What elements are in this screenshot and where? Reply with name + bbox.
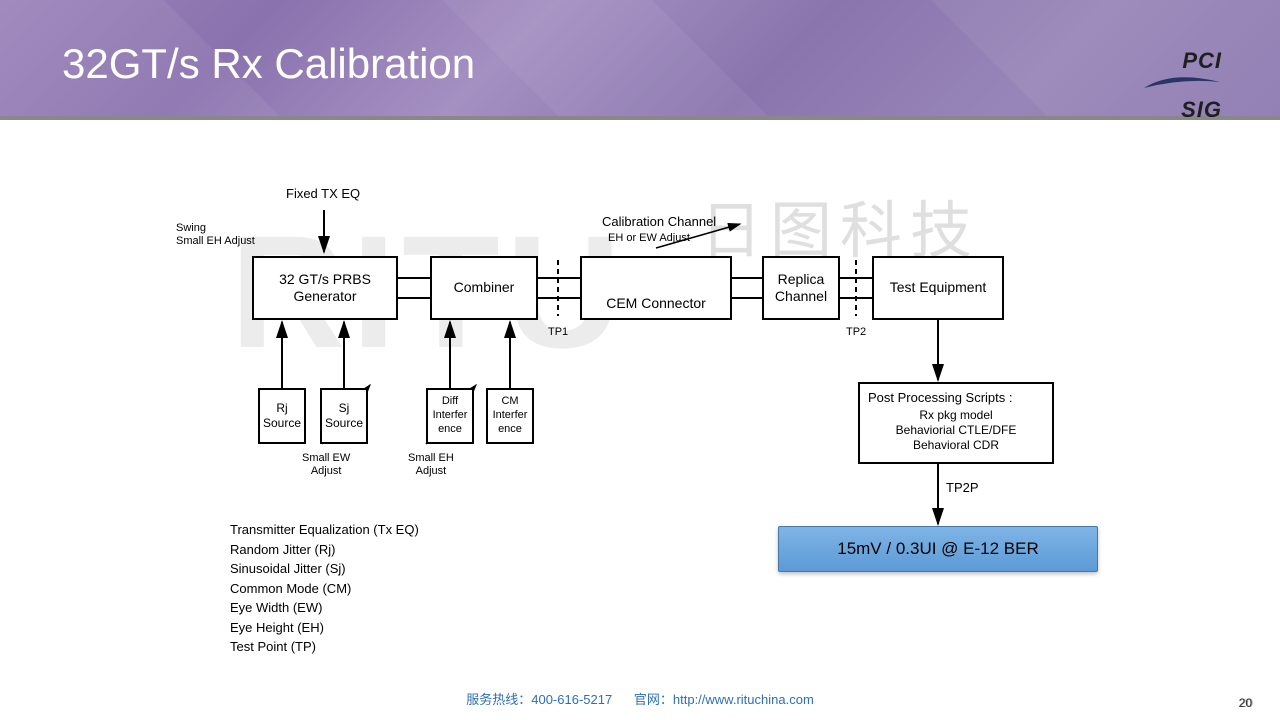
- slide-header: 32GT/s Rx Calibration PCI SIG: [0, 0, 1280, 120]
- box-combiner: Combiner: [430, 256, 538, 320]
- box-diff-interference: Diff Interfer ence: [426, 388, 474, 444]
- legend-item: Eye Height (EH): [230, 618, 419, 638]
- logo-swoosh-icon: [1142, 74, 1222, 92]
- box-prbs-generator: 32 GT/s PRBS Generator: [252, 256, 398, 320]
- legend-item: Eye Width (EW): [230, 598, 419, 618]
- legend-item: Sinusoidal Jitter (Sj): [230, 559, 419, 579]
- legend-item: Transmitter Equalization (Tx EQ): [230, 520, 419, 540]
- box-test-equipment: Test Equipment: [872, 256, 1004, 320]
- box-cm-interference: CM Interfer ence: [486, 388, 534, 444]
- box-sj-source: Sj Source: [320, 388, 368, 444]
- label-small-ew: Small EW Adjust: [302, 452, 350, 478]
- legend-item: Common Mode (CM): [230, 579, 419, 599]
- label-tp1: TP1: [548, 326, 568, 339]
- label-swing: Swing Small EH Adjust: [176, 222, 255, 248]
- label-cal-channel-sub: EH or EW Adjust: [608, 232, 690, 245]
- legend-item: Random Jitter (Rj): [230, 540, 419, 560]
- legend: Transmitter Equalization (Tx EQ) Random …: [230, 520, 419, 657]
- post-processing-title: Post Processing Scripts :: [868, 390, 1044, 406]
- box-cem-connector: CEM Connector: [580, 256, 732, 320]
- label-small-eh: Small EH Adjust: [408, 452, 454, 478]
- footer-site-url: http://www.rituchina.com: [673, 692, 814, 707]
- legend-item: Test Point (TP): [230, 637, 419, 657]
- box-result: 15mV / 0.3UI @ E-12 BER: [778, 526, 1098, 572]
- label-fixed-tx-eq: Fixed TX EQ: [286, 186, 360, 202]
- label-tp2p: TP2P: [946, 480, 979, 496]
- box-rj-source: Rj Source: [258, 388, 306, 444]
- box-replica-channel: Replica Channel: [762, 256, 840, 320]
- post-processing-line-1: Rx pkg model: [868, 408, 1044, 423]
- diagram-wires: [0, 120, 1280, 680]
- footer-hotline-label: 服务热线：: [466, 692, 531, 707]
- page-number: 20: [1239, 696, 1252, 710]
- box-post-processing: Post Processing Scripts : Rx pkg model B…: [858, 382, 1054, 464]
- footer-site-label: 官网：: [634, 692, 673, 707]
- post-processing-line-2: Behaviorial CTLE/DFE: [868, 423, 1044, 438]
- footer: 服务热线：400-616-5217 官网：http://www.rituchin…: [0, 689, 1280, 708]
- footer-hotline-value: 400-616-5217: [531, 692, 612, 707]
- label-cal-channel: Calibration Channel: [602, 214, 716, 230]
- slide-title: 32GT/s Rx Calibration: [0, 0, 1280, 88]
- diagram-canvas: RITU 日图科技: [0, 120, 1280, 680]
- post-processing-line-3: Behavioral CDR: [868, 438, 1044, 453]
- logo-pci-text: PCI: [1142, 48, 1222, 74]
- label-tp2: TP2: [846, 326, 866, 339]
- pcisig-logo: PCI SIG: [1142, 48, 1222, 123]
